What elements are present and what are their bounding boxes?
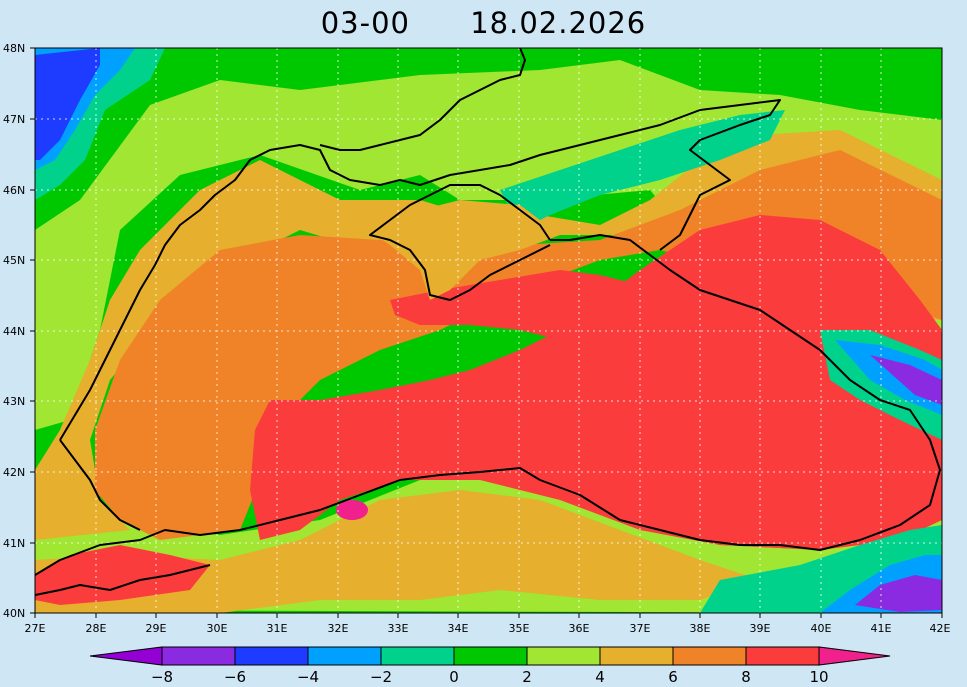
lon-label: 31E [267,622,288,635]
colorbar-segment [526,646,601,666]
lat-label: 43N [3,395,25,408]
map-field [35,48,942,613]
field-pink-spot [336,500,368,520]
colorbar-label: 4 [595,668,605,686]
lon-label: 30E [207,622,228,635]
field-crimea [375,200,560,300]
lon-label: 28E [86,622,107,635]
lon-label: 36E [569,622,590,635]
lon-label: 37E [630,622,651,635]
colorbar-label: 0 [449,668,459,686]
field-red-center [390,270,660,360]
lon-label: 29E [146,622,167,635]
field-blue-nw [35,48,100,160]
colorbar-segment [234,646,309,666]
graticule [35,48,942,613]
lat-label: 42N [3,466,25,479]
colorbar-label: 8 [741,668,751,686]
lon-label: 41E [871,622,892,635]
lat-label: 40N [3,607,25,620]
field-violet-se [855,575,942,612]
colorbar-label: 10 [809,668,828,686]
field-lightblue-e [835,340,942,415]
colorbar [89,646,891,666]
colorbar-labels: −8 −6 −4 −2 0 2 4 6 8 10 [151,668,829,686]
lon-label: 38E [690,622,711,635]
lon-label: 33E [388,622,409,635]
lon-label: 42E [930,622,951,635]
lon-label: 35E [509,622,530,635]
colorbar-segment [745,646,820,666]
lat-label: 47N [3,113,25,126]
colorbar-segment [380,646,455,666]
colorbar-label: −2 [370,668,392,686]
field-azov [500,110,785,230]
lat-label: 44N [3,325,25,338]
coastline [35,48,941,596]
title-time: 03-00 [320,6,410,40]
field-red-sw [35,545,210,605]
lat-label: 46N [3,184,25,197]
colorbar-label: 6 [668,668,678,686]
lon-label: 40E [811,622,832,635]
lon-axis: 27E 28E 29E 30E 31E 32E 33E 34E 35E 36E … [25,613,951,635]
colorbar-segment [453,646,528,666]
lat-label: 41N [3,537,25,550]
title-date: 18.02.2026 [470,6,647,40]
colorbar-segment [672,646,747,666]
colorbar-label: −8 [151,668,173,686]
colorbar-label: 2 [522,668,532,686]
lon-label: 39E [750,622,771,635]
field-red [250,215,942,550]
lat-label: 48N [3,42,25,55]
lon-label: 32E [328,622,349,635]
colorbar-segment [599,646,674,666]
colorbar-label: −4 [297,668,319,686]
colorbar-arrow-left [89,646,163,666]
field-violet-e [870,355,942,405]
lon-label: 34E [448,622,469,635]
colorbar-label: −6 [224,668,246,686]
colorbar-arrow-right [818,646,891,666]
colorbar-segment [161,646,236,666]
map-title: 03-00 18.02.2026 [0,6,967,40]
lon-label: 27E [25,622,46,635]
colorbar-segment [307,646,382,666]
lat-axis: 48N 47N 46N 45N 44N 43N 42N 41N 40N [3,42,35,620]
lat-label: 45N [3,254,25,267]
